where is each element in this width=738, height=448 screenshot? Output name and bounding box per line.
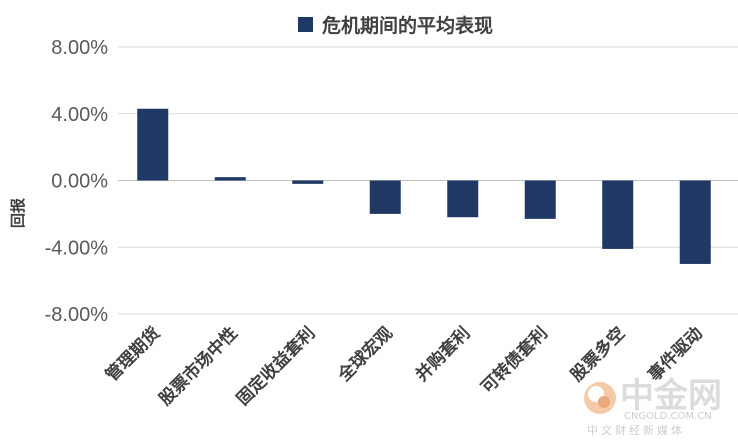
bar — [292, 180, 324, 184]
x-tick-label: 管理期货 — [101, 323, 164, 386]
bar — [369, 180, 401, 214]
watermark-domain: CNGOLD.COM.CN — [624, 411, 712, 422]
bar — [602, 180, 634, 249]
watermark-brand: 中金网 — [620, 376, 722, 416]
x-tick-label: 股票市场中性 — [155, 323, 242, 410]
watermark: 中金网 CNGOLD.COM.CN 中文财经新媒体 — [584, 376, 722, 437]
bar — [524, 180, 556, 219]
bars — [137, 108, 711, 264]
bar — [447, 180, 479, 218]
legend: 危机期间的平均表现 — [298, 14, 493, 37]
y-axis-title: 回报 — [9, 198, 27, 228]
y-tick-label: -4.00% — [45, 237, 109, 259]
bar — [679, 180, 711, 264]
x-tick-label: 可转债套利 — [477, 323, 552, 398]
x-tick-label: 全球宏观 — [333, 323, 397, 387]
y-tick-label: 0.00% — [51, 171, 108, 193]
gridlines — [118, 46, 738, 315]
x-tick-label: 固定收益套利 — [232, 323, 319, 410]
bar — [137, 108, 169, 181]
x-tick-label: 并购套利 — [411, 323, 474, 386]
legend-swatch — [298, 17, 313, 32]
y-tick-label: -8.00% — [45, 304, 109, 326]
cngold-logo-icon — [584, 382, 616, 414]
y-tick-label: 8.00% — [51, 37, 108, 59]
legend-label: 危机期间的平均表现 — [322, 14, 493, 37]
y-axis-tick-labels: 8.00% 4.00% 0.00% -4.00% -8.00% — [45, 37, 109, 326]
bar — [214, 177, 246, 181]
watermark-tagline: 中文财经新媒体 — [587, 423, 685, 437]
y-tick-label: 4.00% — [51, 104, 108, 126]
